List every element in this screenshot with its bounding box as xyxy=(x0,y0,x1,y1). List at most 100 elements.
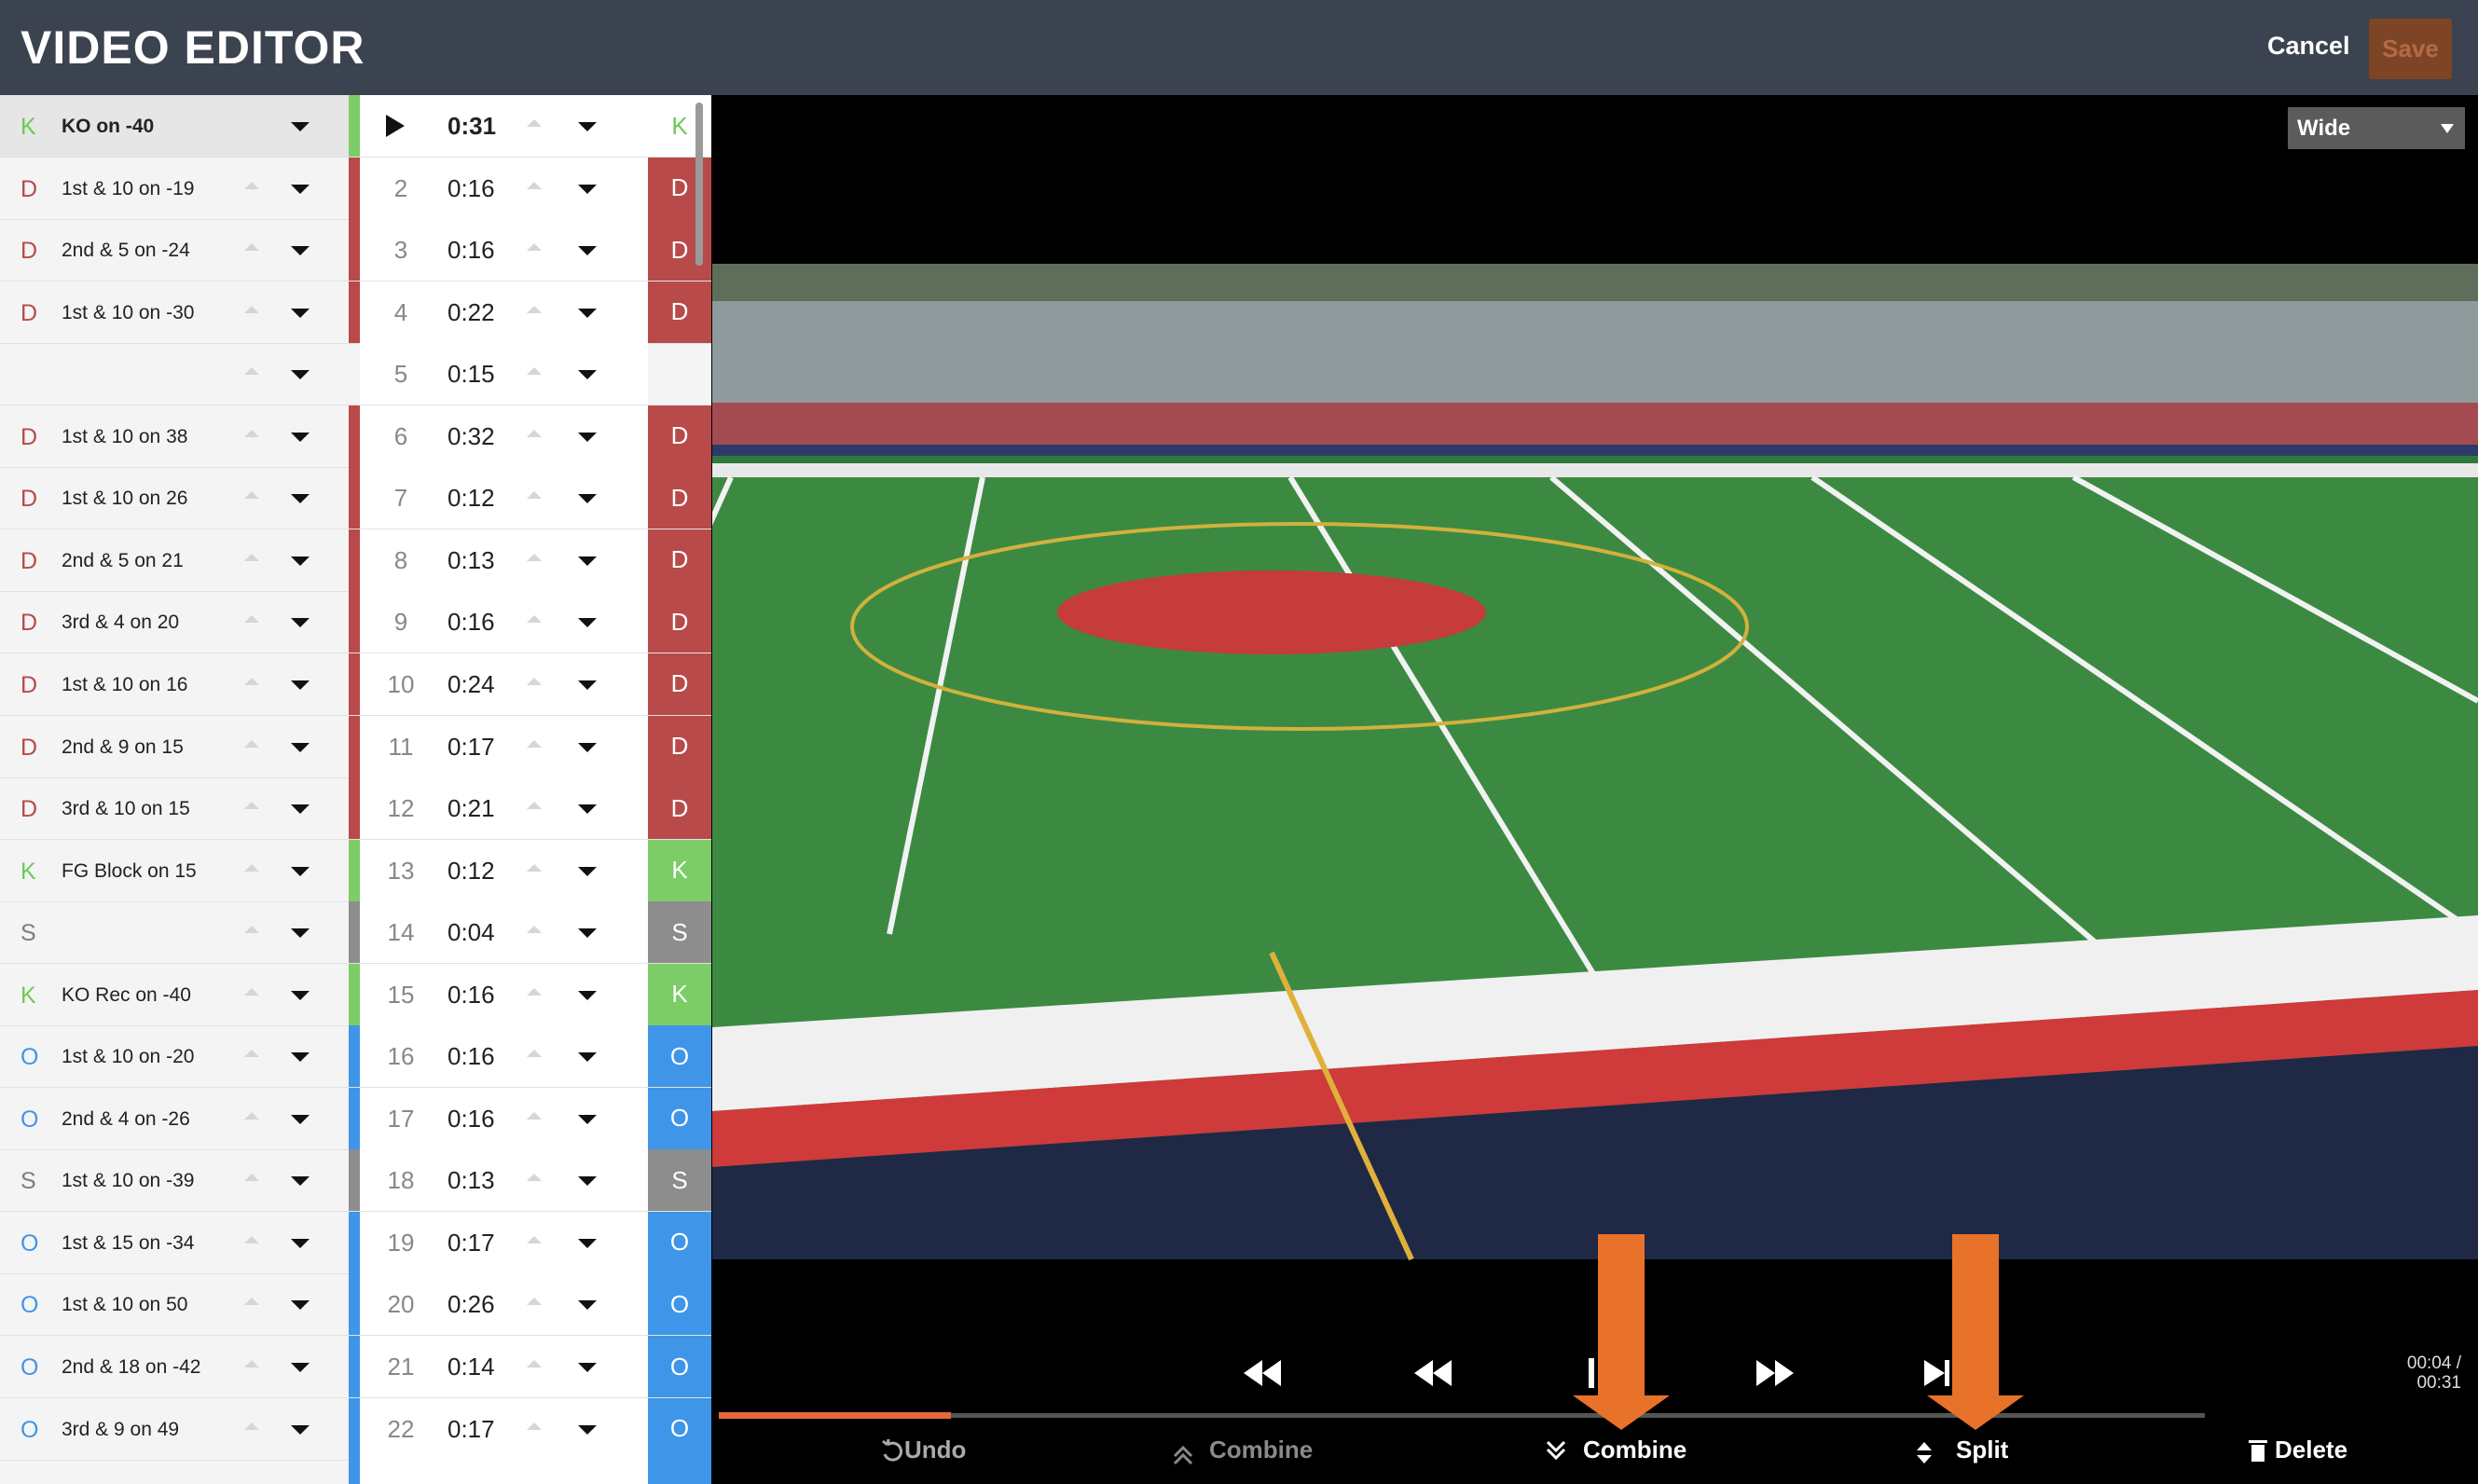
clip-dropdown[interactable] xyxy=(578,804,597,815)
clip-dropdown[interactable] xyxy=(578,494,597,504)
clip-dropdown[interactable] xyxy=(578,618,597,628)
move-up[interactable] xyxy=(244,677,259,685)
clip-dropdown[interactable] xyxy=(578,1052,597,1063)
label-dropdown[interactable] xyxy=(291,246,310,256)
label-dropdown[interactable] xyxy=(291,1176,310,1187)
clip-row[interactable]: D 3rd & 10 on 15 12 0:21 D xyxy=(0,777,711,841)
scrollbar[interactable] xyxy=(695,103,703,266)
move-up[interactable] xyxy=(244,1298,259,1306)
clip-row[interactable]: K FG Block on 15 13 0:12 K xyxy=(0,839,711,902)
clip-row[interactable]: O 2nd & 18 on -42 21 0:14 O xyxy=(0,1336,711,1398)
move-up[interactable] xyxy=(244,305,259,313)
clip-dropdown[interactable] xyxy=(578,184,597,194)
clip-row[interactable]: D 1st & 10 on 16 10 0:24 D xyxy=(0,653,711,716)
move-up[interactable] xyxy=(527,1050,542,1058)
label-dropdown[interactable] xyxy=(291,1363,310,1372)
cancel-button[interactable]: Cancel xyxy=(2267,32,2350,60)
label-dropdown[interactable] xyxy=(291,308,310,318)
label-dropdown[interactable] xyxy=(291,618,310,628)
label-dropdown[interactable] xyxy=(291,742,310,752)
progress-track[interactable] xyxy=(719,1413,2205,1418)
rewind-button[interactable] xyxy=(1244,1360,1281,1386)
clip-row[interactable]: D 3rd & 4 on 20 9 0:16 D xyxy=(0,591,711,654)
step-forward-button[interactable] xyxy=(1756,1360,1794,1386)
clip-row[interactable]: S 1st & 10 on -39 18 0:13 S xyxy=(0,1149,711,1213)
move-up[interactable] xyxy=(527,243,542,252)
clip-row[interactable]: D 2nd & 5 on -24 3 0:16 D xyxy=(0,219,711,282)
move-up[interactable] xyxy=(527,802,542,810)
step-back-button[interactable] xyxy=(1414,1360,1452,1386)
move-up[interactable] xyxy=(244,491,259,500)
combine-down-button[interactable]: Combine xyxy=(1583,1436,1687,1463)
label-dropdown[interactable] xyxy=(291,556,310,566)
move-up[interactable] xyxy=(244,1174,259,1182)
label-dropdown[interactable] xyxy=(291,432,310,442)
label-dropdown[interactable] xyxy=(291,122,310,131)
move-up[interactable] xyxy=(244,1235,259,1244)
label-dropdown[interactable] xyxy=(291,990,310,1000)
move-up[interactable] xyxy=(527,429,542,437)
move-up[interactable] xyxy=(244,926,259,934)
move-up[interactable] xyxy=(527,1235,542,1244)
clip-row[interactable]: D 1st & 10 on -19 2 0:16 D xyxy=(0,157,711,220)
label-dropdown[interactable] xyxy=(291,804,310,815)
label-dropdown[interactable] xyxy=(291,1238,310,1248)
end-button[interactable] xyxy=(1924,1360,1949,1386)
clip-dropdown[interactable] xyxy=(578,990,597,1000)
clip-dropdown[interactable] xyxy=(578,1114,597,1124)
undo-button[interactable]: Undo xyxy=(904,1436,967,1463)
move-up[interactable] xyxy=(244,863,259,872)
clip-row[interactable]: O 1st & 15 on -34 19 0:17 O xyxy=(0,1211,711,1274)
move-up[interactable] xyxy=(244,739,259,748)
move-up[interactable] xyxy=(244,181,259,189)
move-up[interactable] xyxy=(244,802,259,810)
move-up[interactable] xyxy=(527,1422,542,1430)
move-up[interactable] xyxy=(527,1360,542,1367)
clip-dropdown[interactable] xyxy=(578,928,597,939)
clip-dropdown[interactable] xyxy=(578,246,597,256)
clip-dropdown[interactable] xyxy=(578,1363,597,1372)
move-up[interactable] xyxy=(527,1298,542,1306)
move-up[interactable] xyxy=(527,119,542,127)
clip-row[interactable]: D 2nd & 5 on 21 8 0:13 D xyxy=(0,529,711,592)
clip-dropdown[interactable] xyxy=(578,1238,597,1248)
save-button[interactable]: Save xyxy=(2369,19,2452,79)
label-dropdown[interactable] xyxy=(291,866,310,876)
move-up[interactable] xyxy=(527,926,542,934)
move-up[interactable] xyxy=(527,1111,542,1120)
move-up[interactable] xyxy=(244,553,259,561)
clip-dropdown[interactable] xyxy=(578,122,597,131)
move-up[interactable] xyxy=(244,1360,259,1367)
move-up[interactable] xyxy=(244,367,259,376)
clip-row[interactable]: O 2nd & 4 on -26 17 0:16 O xyxy=(0,1087,711,1150)
clip-dropdown[interactable] xyxy=(578,1300,597,1311)
move-up[interactable] xyxy=(527,863,542,872)
move-up[interactable] xyxy=(527,987,542,996)
clip-dropdown[interactable] xyxy=(578,308,597,318)
move-up[interactable] xyxy=(527,615,542,624)
clip-dropdown[interactable] xyxy=(578,1176,597,1187)
label-dropdown[interactable] xyxy=(291,494,310,504)
move-up[interactable] xyxy=(244,1111,259,1120)
move-up[interactable] xyxy=(527,181,542,189)
label-dropdown[interactable] xyxy=(291,928,310,939)
delete-button[interactable]: Delete xyxy=(2275,1436,2348,1463)
label-dropdown[interactable] xyxy=(291,1424,310,1435)
clip-dropdown[interactable] xyxy=(578,556,597,566)
move-up[interactable] xyxy=(244,429,259,437)
pause-button[interactable] xyxy=(1589,1358,1594,1388)
move-up[interactable] xyxy=(244,1422,259,1430)
clip-dropdown[interactable] xyxy=(578,432,597,442)
move-up[interactable] xyxy=(244,1050,259,1058)
combine-up-button[interactable]: Combine xyxy=(1209,1436,1314,1463)
move-up[interactable] xyxy=(527,739,542,748)
clip-dropdown[interactable] xyxy=(578,1424,597,1435)
clip-row[interactable]: 5 0:15 xyxy=(0,343,711,406)
clip-row[interactable]: D 1st & 10 on 38 6 0:32 D xyxy=(0,405,711,468)
label-dropdown[interactable] xyxy=(291,680,310,690)
clip-row[interactable]: D 1st & 10 on 26 7 0:12 D xyxy=(0,467,711,530)
clip-row[interactable]: K KO Rec on -40 15 0:16 K xyxy=(0,963,711,1026)
label-dropdown[interactable] xyxy=(291,1114,310,1124)
split-button[interactable]: Split xyxy=(1956,1436,2009,1463)
clip-row[interactable]: K KO on -40 0:31 K xyxy=(0,95,711,158)
